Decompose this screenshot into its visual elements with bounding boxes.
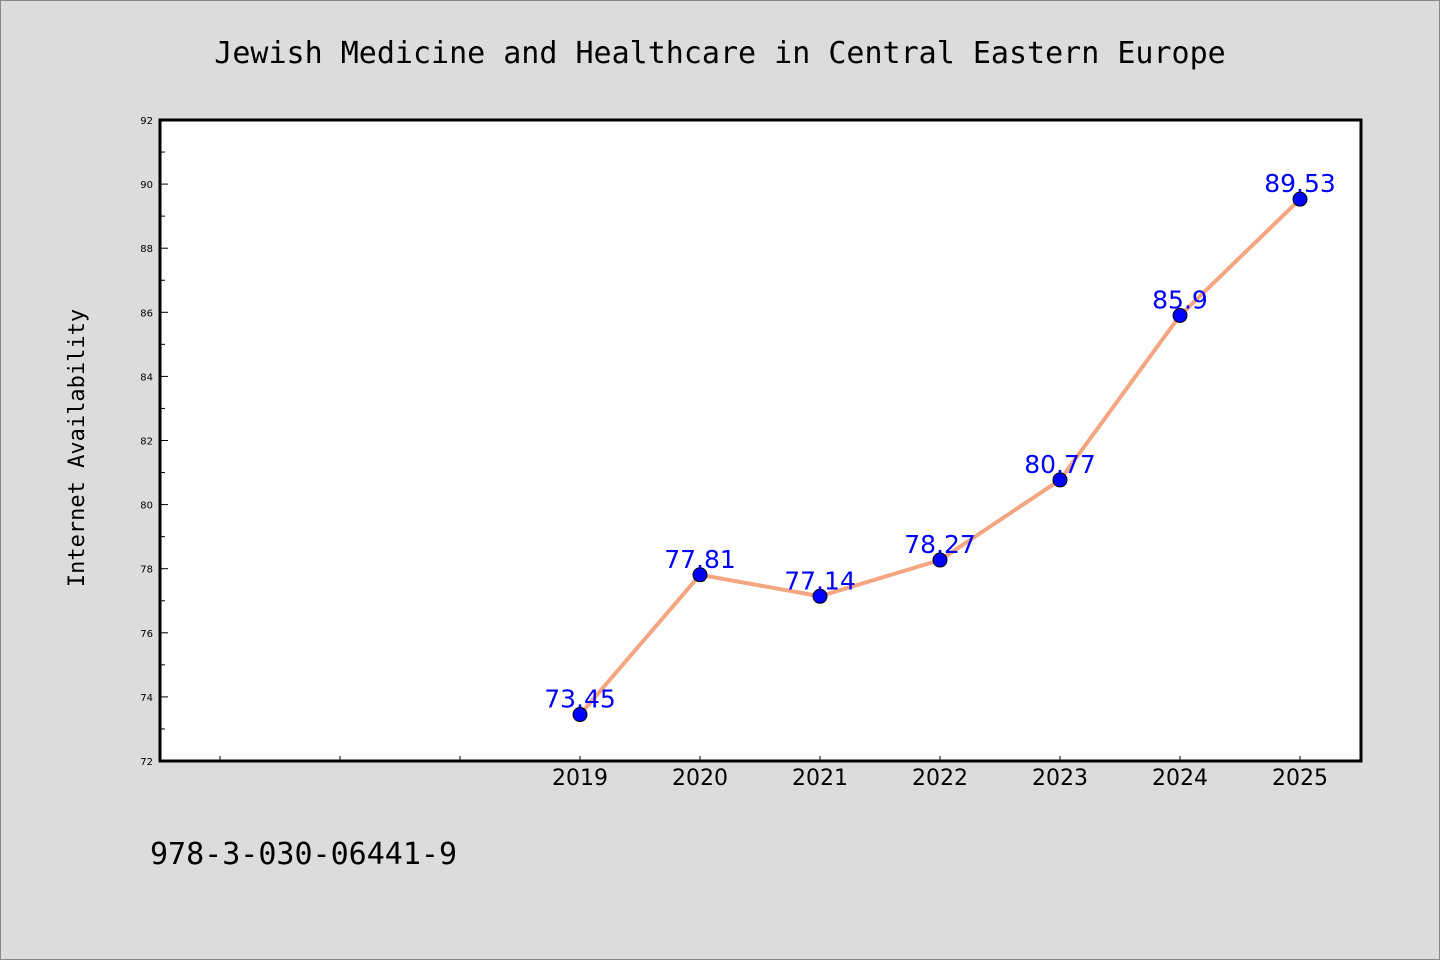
y-tick-label: 76 bbox=[140, 629, 153, 640]
y-tick-label: 88 bbox=[140, 244, 153, 255]
x-tick-label: 2021 bbox=[792, 766, 848, 791]
data-label: 77.81 bbox=[664, 545, 736, 574]
data-label: 77.14 bbox=[784, 566, 856, 595]
x-tick-label: 2025 bbox=[1272, 766, 1328, 791]
y-tick-label: 82 bbox=[140, 437, 153, 448]
x-tick-label: 2022 bbox=[912, 766, 968, 791]
series-line: 73.45 77.81 77.14 78.27 80.77 85.9 89.53 bbox=[544, 169, 1336, 723]
plot-frame bbox=[158, 118, 1363, 763]
y-tick-label: 90 bbox=[140, 180, 153, 191]
y-tick-label: 78 bbox=[140, 565, 153, 576]
y-tick-label: 84 bbox=[140, 372, 153, 383]
data-label: 73.45 bbox=[544, 685, 616, 714]
data-point bbox=[692, 567, 708, 583]
data-point bbox=[1052, 472, 1068, 488]
isbn-text: 978-3-030-06441-9 bbox=[150, 837, 457, 872]
y-tick-label: 86 bbox=[140, 308, 153, 319]
data-point bbox=[1172, 308, 1188, 324]
y-tick-label: 74 bbox=[140, 693, 153, 704]
x-tick-label: 2019 bbox=[552, 766, 608, 791]
y-tick-label: 72 bbox=[140, 757, 153, 768]
y-axis-label: Internet Availability bbox=[65, 309, 90, 587]
y-tick-label: 80 bbox=[140, 501, 153, 512]
x-axis: 2019 2020 2021 2022 2023 2024 2025 bbox=[219, 756, 1328, 791]
data-point bbox=[812, 588, 828, 604]
data-point bbox=[932, 552, 948, 568]
y-axis: 72 74 76 78 80 82 84 86 88 90 92 bbox=[140, 116, 168, 768]
x-tick-label: 2024 bbox=[1152, 766, 1208, 791]
data-point bbox=[1292, 191, 1308, 207]
data-label: 89.53 bbox=[1264, 169, 1336, 198]
x-tick-label: 2020 bbox=[672, 766, 728, 791]
chart-title: Jewish Medicine and Healthcare in Centra… bbox=[214, 36, 1225, 71]
data-point bbox=[572, 707, 588, 723]
data-label: 78.27 bbox=[904, 530, 976, 559]
plot-area bbox=[160, 120, 1361, 761]
data-label: 85.9 bbox=[1152, 286, 1208, 315]
data-label: 80.77 bbox=[1024, 450, 1096, 479]
y-tick-label: 92 bbox=[140, 116, 153, 127]
x-tick-label: 2023 bbox=[1032, 766, 1088, 791]
